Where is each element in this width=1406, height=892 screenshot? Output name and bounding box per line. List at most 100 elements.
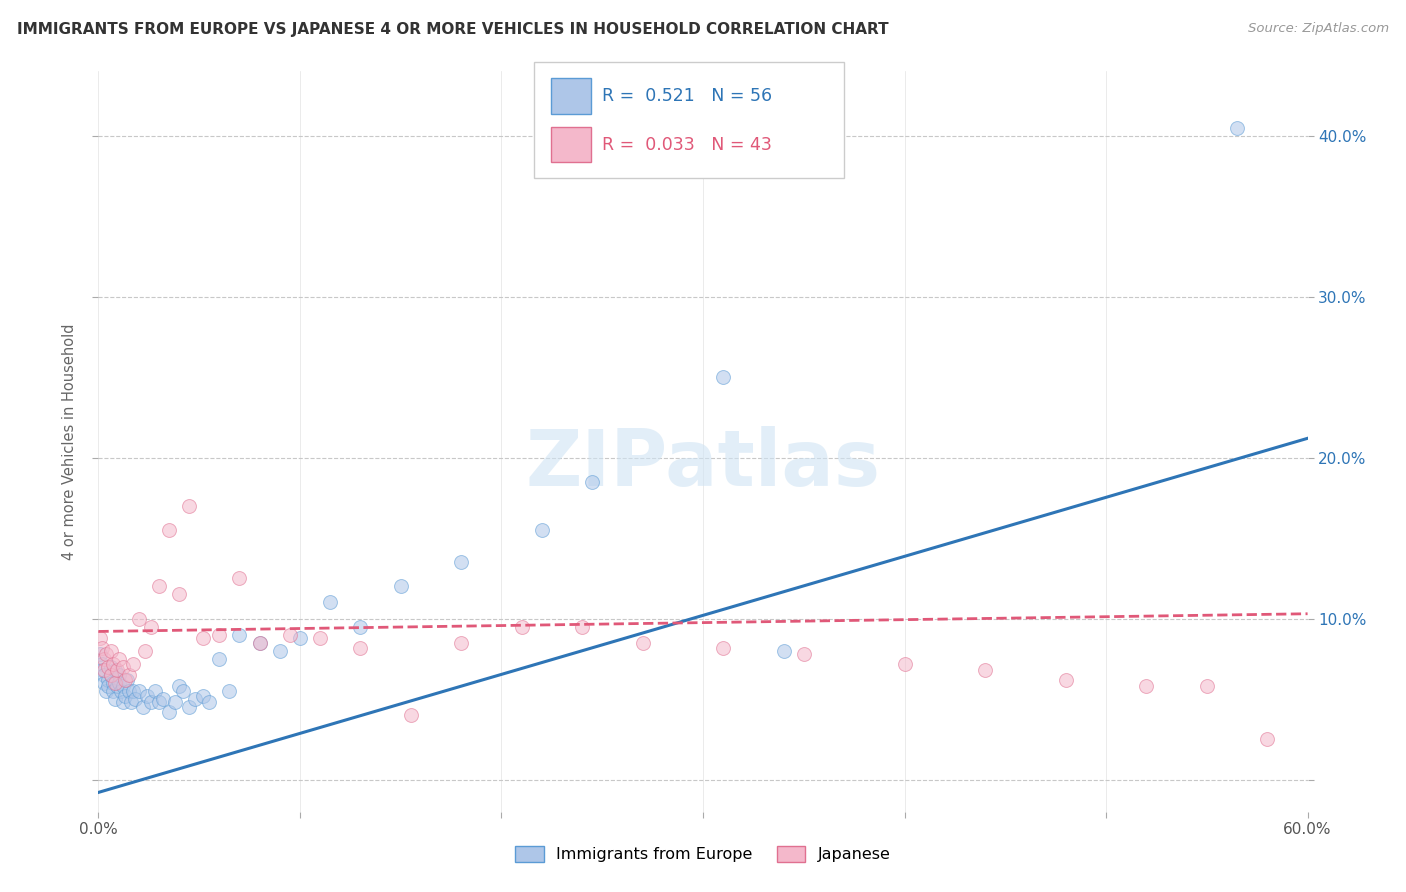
Point: [135, 689, 157, 703]
Point: [107, 676, 129, 690]
Point: [278, 628, 301, 642]
Point: [101, 684, 124, 698]
Point: [172, 684, 194, 698]
Point: [399, 708, 422, 723]
Point: [288, 631, 311, 645]
Point: [96, 684, 118, 698]
Point: [571, 619, 593, 633]
Point: [218, 684, 240, 698]
Point: [1135, 679, 1157, 693]
Point: [121, 684, 143, 698]
Point: [128, 684, 150, 698]
Point: [110, 684, 132, 698]
Point: [157, 523, 180, 537]
Point: [139, 619, 162, 633]
Point: [167, 587, 190, 601]
Point: [91, 657, 114, 671]
Point: [152, 692, 174, 706]
Point: [179, 499, 201, 513]
Point: [148, 579, 170, 593]
Point: [772, 644, 794, 658]
Point: [100, 668, 122, 682]
Point: [107, 652, 129, 666]
Point: [115, 673, 138, 687]
Point: [157, 705, 180, 719]
Point: [100, 668, 122, 682]
Point: [179, 700, 201, 714]
Point: [1256, 732, 1278, 747]
Point: [228, 628, 250, 642]
Point: [91, 663, 114, 677]
Point: [530, 523, 553, 537]
Point: [208, 628, 231, 642]
Point: [103, 663, 125, 677]
Point: [107, 668, 129, 682]
Point: [893, 657, 915, 671]
Text: Source: ZipAtlas.com: Source: ZipAtlas.com: [1249, 22, 1389, 36]
Point: [97, 673, 120, 687]
Point: [1226, 120, 1249, 135]
Point: [139, 695, 162, 709]
Point: [1195, 679, 1218, 693]
Point: [450, 555, 472, 569]
Point: [101, 676, 124, 690]
Point: [100, 644, 122, 658]
Point: [111, 695, 134, 709]
Point: [143, 684, 166, 698]
Point: [228, 571, 250, 585]
Text: R =  0.521   N = 56: R = 0.521 N = 56: [602, 87, 772, 105]
Point: [96, 647, 118, 661]
Point: [167, 679, 190, 693]
Point: [134, 644, 156, 658]
Point: [148, 695, 170, 709]
Point: [711, 640, 734, 655]
Point: [249, 636, 271, 650]
Point: [184, 692, 207, 706]
Point: [208, 652, 231, 666]
Point: [100, 660, 122, 674]
Point: [163, 695, 186, 709]
Text: IMMIGRANTS FROM EUROPE VS JAPANESE 4 OR MORE VEHICLES IN HOUSEHOLD CORRELATION C: IMMIGRANTS FROM EUROPE VS JAPANESE 4 OR …: [17, 22, 889, 37]
Point: [118, 668, 141, 682]
Point: [93, 668, 115, 682]
Point: [974, 663, 997, 677]
Point: [97, 679, 120, 693]
Text: R =  0.033   N = 43: R = 0.033 N = 43: [602, 136, 772, 153]
Legend: Immigrants from Europe, Japanese: Immigrants from Europe, Japanese: [508, 838, 898, 871]
Point: [118, 684, 141, 698]
Point: [349, 640, 371, 655]
Point: [193, 631, 215, 645]
Point: [198, 695, 221, 709]
Point: [510, 619, 533, 633]
Point: [97, 660, 120, 674]
Text: ZIPatlas: ZIPatlas: [526, 425, 880, 502]
Point: [349, 619, 371, 633]
Point: [269, 644, 291, 658]
Y-axis label: 4 or more Vehicles in Household: 4 or more Vehicles in Household: [62, 323, 77, 560]
Point: [309, 631, 332, 645]
Point: [450, 636, 472, 650]
Point: [101, 657, 124, 671]
Point: [121, 657, 143, 671]
Point: [103, 676, 125, 690]
Point: [105, 679, 128, 693]
Point: [111, 679, 134, 693]
Point: [132, 700, 155, 714]
Point: [93, 663, 115, 677]
Point: [93, 652, 115, 666]
Point: [89, 647, 111, 661]
Point: [193, 689, 215, 703]
Point: [631, 636, 654, 650]
Point: [111, 660, 134, 674]
Point: [120, 695, 142, 709]
Point: [114, 673, 136, 687]
Point: [249, 636, 271, 650]
Point: [93, 676, 115, 690]
Point: [89, 631, 111, 645]
Point: [91, 640, 114, 655]
Point: [1054, 673, 1077, 687]
Point: [128, 611, 150, 625]
Point: [124, 692, 146, 706]
Point: [389, 579, 412, 593]
Point: [114, 689, 136, 703]
